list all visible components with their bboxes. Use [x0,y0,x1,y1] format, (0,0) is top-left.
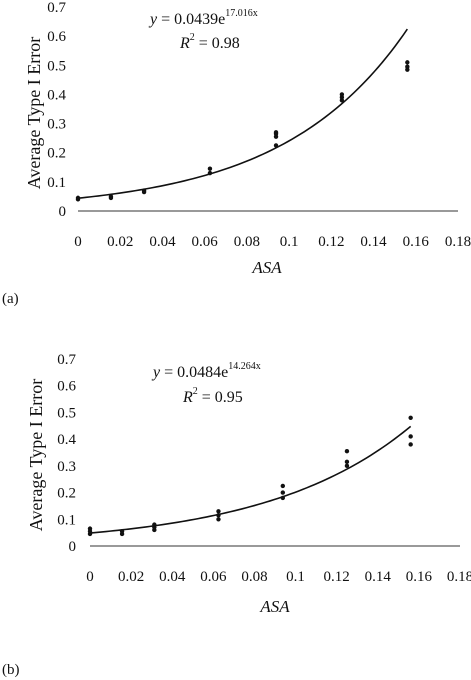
chart-a-ytick-label: 0.7 [47,0,66,16]
chart-a-ytick-label: 0.2 [47,146,66,162]
chart-a-xtick-label: 0.12 [318,234,344,250]
chart-b-ytick-label: 0.1 [57,512,76,528]
chart-a: Average Type I Error y = 0.0439e17.016x … [2,0,471,307]
chart-a-ytick-label: 0.6 [47,29,66,45]
chart-a-xtick-label: 0.16 [403,234,430,250]
chart-b-data-point [408,415,413,420]
chart-b-xtick-label: 0.14 [365,569,392,585]
chart-a-xlabel: ASA [251,258,282,277]
chart-b-equation: y = 0.0484e14.264x [151,361,261,381]
chart-b-data-point [408,442,413,447]
chart-b-r2: R2 = 0.95 [182,386,243,406]
chart-b-xtick-label: 0.06 [200,569,227,585]
chart-b: Average Type I Error y = 0.0484e14.264x … [2,352,471,678]
chart-a-ytick-label: 0.4 [47,87,66,103]
chart-a-ylabel: Average Type I Error [24,37,44,190]
chart-a-xtick-label: 0.14 [360,234,387,250]
chart-a-xtick-label: 0.1 [280,234,299,250]
chart-a-data-point [405,60,410,65]
chart-b-data-point [216,513,221,518]
chart-b-ylabel: Average Type I Error [26,379,46,532]
chart-b-ytick-label: 0.4 [57,432,76,448]
chart-a-ytick-label: 0.3 [47,117,66,133]
chart-b-xtick-label: 0.02 [118,569,144,585]
chart-b-xtick-label: 0.12 [324,569,350,585]
chart-b-data-point [344,448,350,454]
chart-b-ytick-label: 0.2 [57,486,76,502]
chart-b-xtick-label: 0.1 [286,569,305,585]
chart-b-data-point [344,463,350,469]
chart-b-data-point [280,495,286,501]
chart-b-data-point [216,517,221,522]
chart-b-xlabel: ASA [259,597,290,616]
chart-a-xtick-label: 0.04 [149,234,176,250]
chart-b-data-point [216,509,221,514]
chart-b-xtick-label: 0 [86,569,94,585]
chart-a-xtick-label: 0.06 [192,234,219,250]
chart-b-data-point [344,459,350,465]
chart-b-ytick-label: 0.5 [57,405,76,421]
chart-b-data-point [119,529,125,534]
chart-b-data-point [408,434,413,439]
chart-a-data-point [75,195,81,201]
chart-b-xtick-label: 0.18 [447,569,471,585]
chart-b-ytick-label: 0.3 [57,459,76,475]
chart-a-equation: y = 0.0439e17.016x [148,8,258,28]
chart-a-data-point [207,166,213,171]
chart-b-data-point [280,490,286,495]
chart-a-plot: 0 0.1 0.2 0.3 0.4 0.5 0.6 0.7 0 0.02 0.04 0.06 0.08 0… [47,0,471,250]
chart-a-data-point [273,130,279,135]
chart-b-plot: 0 0.1 0.2 0.3 0.4 0.5 0.6 0.7 0 0.02 0.04 0.06 0.08 0… [57,352,471,585]
chart-a-data-point [207,170,213,176]
chart-b-ytick-label: 0.6 [57,379,76,395]
chart-a-data-point [108,194,114,199]
chart-b-ytick-label: 0 [69,539,77,555]
chart-b-data-point [280,483,286,489]
chart-a-data-point [141,188,147,193]
chart-b-trendline [89,425,412,534]
chart-b-xtick-label: 0.04 [159,569,186,585]
chart-a-xtick-label: 0 [74,234,82,250]
chart-a-ytick-label: 0.5 [47,58,66,74]
chart-b-data-point [87,526,93,531]
chart-a-panel-label: (a) [2,291,19,307]
chart-b-ytick-label: 0.7 [57,352,76,368]
chart-a-data-point [339,92,345,97]
chart-a-trendline [77,28,408,200]
chart-a-ytick-label: 0.1 [47,175,66,191]
chart-a-xtick-label: 0.08 [234,234,260,250]
chart-b-xtick-label: 0.08 [241,569,267,585]
chart-a-ytick-label: 0 [59,204,67,220]
chart-a-data-point [273,143,279,148]
chart-a-r2: R2 = 0.98 [179,32,240,52]
chart-b-data-point [152,522,157,527]
chart-a-data-point [405,64,410,69]
chart-a-xtick-label: 0.18 [445,234,471,250]
chart-b-xtick-label: 0.16 [406,569,433,585]
chart-a-xtick-label: 0.02 [107,234,133,250]
chart-b-panel-label: (b) [2,662,20,678]
